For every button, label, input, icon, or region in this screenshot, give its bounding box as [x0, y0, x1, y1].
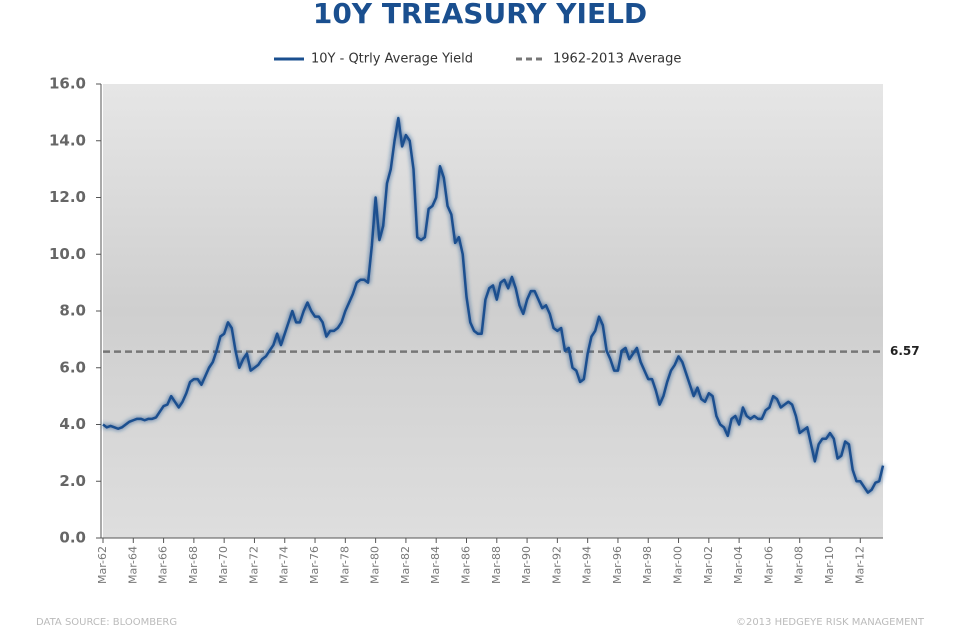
copyright-note: ©2013 HEDGEYE RISK MANAGEMENT [736, 617, 925, 628]
y-tick-label: 14.0 [49, 131, 86, 149]
x-tick-label: Mar-72 [247, 546, 260, 584]
x-tick-label: Mar-12 [853, 546, 866, 584]
x-tick-label: Mar-94 [581, 546, 594, 584]
x-tick-label: Mar-82 [399, 546, 412, 584]
x-tick-label: Mar-84 [429, 546, 442, 584]
average-label: 6.57 [890, 344, 920, 358]
x-tick-label: Mar-02 [702, 546, 715, 584]
legend-label: 1962-2013 Average [553, 52, 681, 67]
y-tick-label: 2.0 [59, 472, 86, 490]
x-tick-label: Mar-76 [308, 546, 321, 584]
x-tick-label: Mar-78 [338, 546, 351, 584]
y-tick-label: 4.0 [59, 415, 86, 433]
y-tick-label: 16.0 [49, 75, 86, 93]
x-tick-label: Mar-06 [762, 546, 775, 584]
x-tick-label: Mar-70 [217, 546, 230, 584]
x-tick-label: Mar-74 [278, 546, 291, 584]
x-tick-label: Mar-10 [823, 546, 836, 584]
x-tick-label: Mar-98 [641, 546, 654, 584]
x-tick-label: Mar-88 [490, 546, 503, 584]
x-tick-label: Mar-90 [520, 546, 533, 584]
x-tick-label: Mar-08 [793, 546, 806, 584]
y-tick-label: 6.0 [59, 358, 86, 376]
legend-label: 10Y - Qtrly Average Yield [311, 52, 473, 67]
source-note: DATA SOURCE: BLOOMBERG [36, 617, 177, 628]
x-tick-label: Mar-86 [459, 546, 472, 584]
x-tick-label: Mar-68 [187, 546, 200, 584]
x-tick-label: Mar-00 [672, 546, 685, 584]
x-tick-label: Mar-62 [96, 546, 109, 584]
plot-background [103, 84, 883, 538]
y-tick-label: 10.0 [49, 245, 86, 263]
x-tick-label: Mar-04 [732, 546, 745, 584]
chart-title: 10Y TREASURY YIELD [313, 0, 647, 30]
legend-box [240, 42, 720, 78]
x-tick-label: Mar-96 [611, 546, 624, 584]
series-line [102, 116, 885, 494]
x-tick-label: Mar-92 [550, 546, 563, 584]
y-tick-label: 0.0 [59, 529, 86, 547]
x-tick-label: Mar-80 [369, 546, 382, 584]
y-tick-label: 8.0 [59, 302, 86, 320]
x-tick-label: Mar-64 [126, 546, 139, 584]
x-tick-label: Mar-66 [157, 546, 170, 584]
y-tick-label: 12.0 [49, 188, 86, 206]
